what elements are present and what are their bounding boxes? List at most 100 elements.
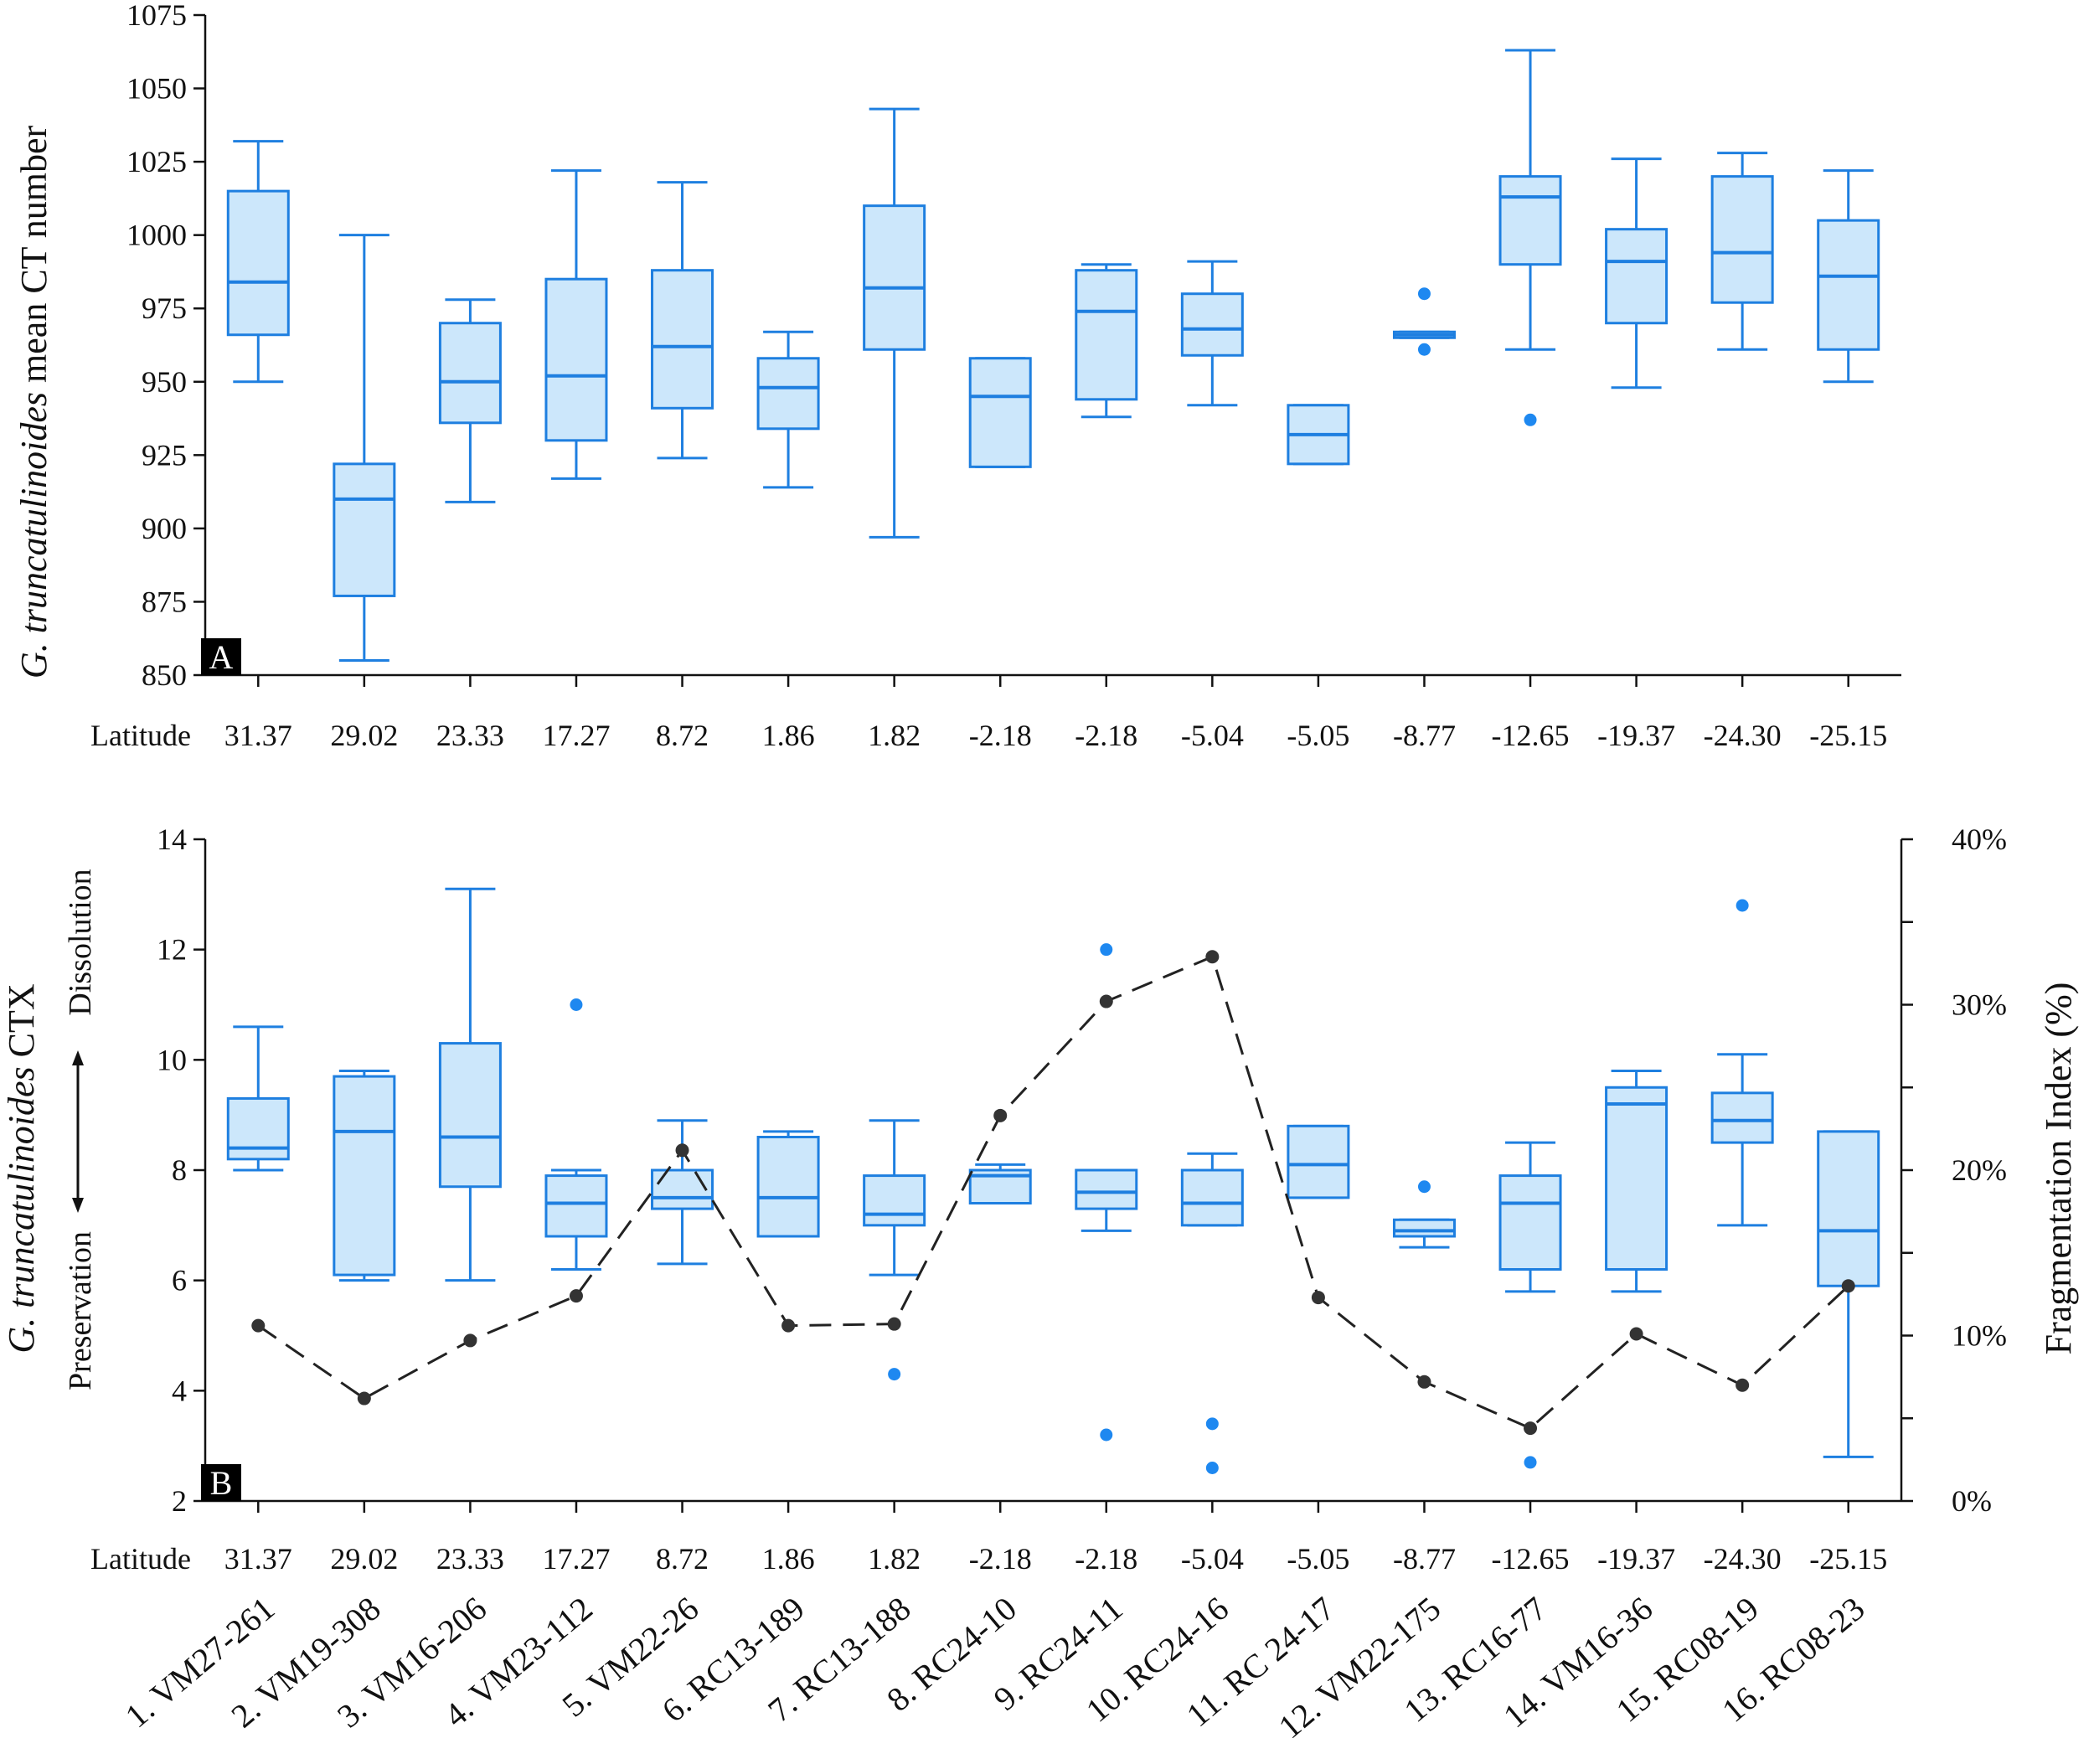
latitude-value: -8.77 bbox=[1393, 1542, 1456, 1576]
fragmentation-index-marker bbox=[993, 1108, 1008, 1122]
outlier-point bbox=[1736, 899, 1749, 912]
boxplot-4 bbox=[544, 169, 608, 480]
boxplot-3 bbox=[438, 298, 502, 503]
boxplot-11 bbox=[1287, 404, 1350, 466]
fragmentation-index-marker bbox=[1841, 1279, 1855, 1293]
boxplot-4 bbox=[544, 998, 608, 1271]
fragmentation-index-marker bbox=[569, 1289, 583, 1303]
panel-a-y-axis-title: G. truncatulinoides mean CT number bbox=[13, 125, 54, 678]
outlier-point bbox=[888, 1368, 901, 1381]
boxplot-2 bbox=[333, 234, 396, 662]
boxplot-7 bbox=[863, 107, 926, 539]
y-tick-label: 1050 bbox=[126, 72, 187, 106]
right-y-tick-label: 20% bbox=[1952, 1153, 2007, 1187]
y-tick-label: 10 bbox=[157, 1043, 187, 1076]
latitude-value: 23.33 bbox=[436, 1542, 504, 1576]
panel-a-axes: 850 875 900 925 950 975 1000 1025 1050 1075 bbox=[126, 0, 1901, 692]
box-iqr bbox=[651, 269, 714, 410]
latitude-value: -25.15 bbox=[1809, 719, 1887, 752]
box-iqr bbox=[1180, 292, 1244, 357]
outlier-point bbox=[570, 998, 583, 1011]
fragmentation-index-marker bbox=[1099, 994, 1113, 1008]
panel-a-boxplots bbox=[226, 49, 1880, 662]
boxplot-6 bbox=[756, 330, 820, 489]
boxplot-1 bbox=[226, 1025, 290, 1172]
panel-b-right-axis-title: Fragmentation Index (%) bbox=[2038, 983, 2079, 1355]
panel-b-tag-bg bbox=[201, 1464, 241, 1501]
fragmentation-index-marker bbox=[1524, 1421, 1538, 1436]
fragmentation-index-marker bbox=[251, 1318, 266, 1333]
latitude-value: -5.04 bbox=[1181, 1542, 1244, 1576]
boxplot-8 bbox=[968, 357, 1032, 468]
y-tick-label: 8 bbox=[172, 1153, 187, 1187]
boxplot-11 bbox=[1287, 1124, 1350, 1199]
fragmentation-index-marker bbox=[675, 1143, 689, 1158]
outlier-point bbox=[1417, 343, 1431, 356]
right-y-tick-label: 0% bbox=[1952, 1484, 1992, 1518]
outlier-point bbox=[1100, 1428, 1113, 1442]
y-tick-label: 2 bbox=[172, 1484, 187, 1518]
latitude-row-label: Latitude bbox=[90, 719, 191, 752]
panel-a-latitude-row: Latitude 31.37 29.02 23.33 17.27 8.72 1.86 1.82… bbox=[90, 719, 1887, 752]
panel-a-tag-bg bbox=[201, 638, 241, 675]
right-y-tick-label: 40% bbox=[1952, 823, 2007, 856]
fragmentation-index-marker bbox=[1205, 950, 1220, 964]
boxplot-9 bbox=[1075, 943, 1138, 1442]
latitude-value: 1.86 bbox=[762, 719, 815, 752]
boxplot-9 bbox=[1075, 263, 1138, 419]
latitude-value: -2.18 bbox=[1075, 1542, 1137, 1576]
boxplot-13 bbox=[1498, 49, 1562, 426]
latitude-value: 1.82 bbox=[868, 719, 921, 752]
box-iqr bbox=[438, 1042, 502, 1189]
outlier-point bbox=[1205, 1462, 1219, 1474]
outlier-point bbox=[1417, 1180, 1431, 1194]
box-iqr bbox=[1605, 228, 1668, 325]
y-tick-label: 1000 bbox=[126, 219, 187, 252]
box-iqr bbox=[1075, 1168, 1138, 1210]
box-iqr bbox=[863, 204, 926, 351]
box-iqr bbox=[544, 1174, 608, 1238]
latitude-value: 31.37 bbox=[224, 719, 292, 752]
panel-a-tag-text: A bbox=[209, 638, 234, 676]
y-tick-label: 6 bbox=[172, 1264, 187, 1297]
panel-a-y-axis-title-measure: mean CT number bbox=[13, 125, 54, 391]
latitude-value: -19.37 bbox=[1597, 719, 1675, 752]
right-y-tick-label: 30% bbox=[1952, 988, 2007, 1022]
y-tick-label: 12 bbox=[157, 933, 187, 967]
boxplot-5 bbox=[651, 1119, 714, 1266]
boxplot-16 bbox=[1817, 169, 1880, 384]
boxplot-12 bbox=[1392, 287, 1456, 356]
y-tick-label: 875 bbox=[142, 585, 187, 618]
latitude-value: -5.05 bbox=[1287, 1542, 1349, 1576]
panel-b-tag: B bbox=[201, 1464, 241, 1502]
latitude-value: 8.72 bbox=[656, 719, 709, 752]
latitude-value: -19.37 bbox=[1597, 1542, 1675, 1576]
latitude-value: 1.82 bbox=[868, 1542, 921, 1576]
y-tick-label: 1075 bbox=[126, 0, 187, 32]
box-iqr bbox=[1498, 1174, 1562, 1271]
boxplot-6 bbox=[756, 1130, 820, 1238]
boxplot-14 bbox=[1605, 157, 1668, 389]
panel-b-y-axis-title: G. truncatulinoides CTX bbox=[1, 983, 42, 1353]
arrow-head-up bbox=[72, 1050, 84, 1065]
panel-a-tag: A bbox=[201, 638, 241, 676]
latitude-value: 29.02 bbox=[330, 1542, 398, 1576]
latitude-value: 1.86 bbox=[762, 1542, 815, 1576]
box-iqr bbox=[756, 1136, 820, 1238]
fragmentation-index-marker bbox=[1629, 1327, 1643, 1341]
box-iqr bbox=[1710, 175, 1774, 304]
box-iqr bbox=[756, 357, 820, 431]
boxplot-16 bbox=[1817, 1130, 1880, 1458]
latitude-value: -2.18 bbox=[969, 1542, 1032, 1576]
latitude-row-label: Latitude bbox=[90, 1542, 191, 1576]
boxplot-10 bbox=[1180, 1152, 1244, 1474]
outlier-point bbox=[1524, 1456, 1537, 1469]
panel-b-axes: 2 4 6 8 10 12 14 0% 10% 20% 30% 40% bbox=[157, 823, 2007, 1518]
outlier-point bbox=[1100, 943, 1113, 957]
outlier-point bbox=[1524, 413, 1537, 426]
y-tick-label: 14 bbox=[157, 823, 187, 856]
outlier-point bbox=[1205, 1417, 1219, 1431]
latitude-value: -12.65 bbox=[1492, 1542, 1570, 1576]
fragmentation-index-marker bbox=[1417, 1375, 1431, 1389]
fragmentation-index-marker bbox=[1736, 1378, 1750, 1392]
